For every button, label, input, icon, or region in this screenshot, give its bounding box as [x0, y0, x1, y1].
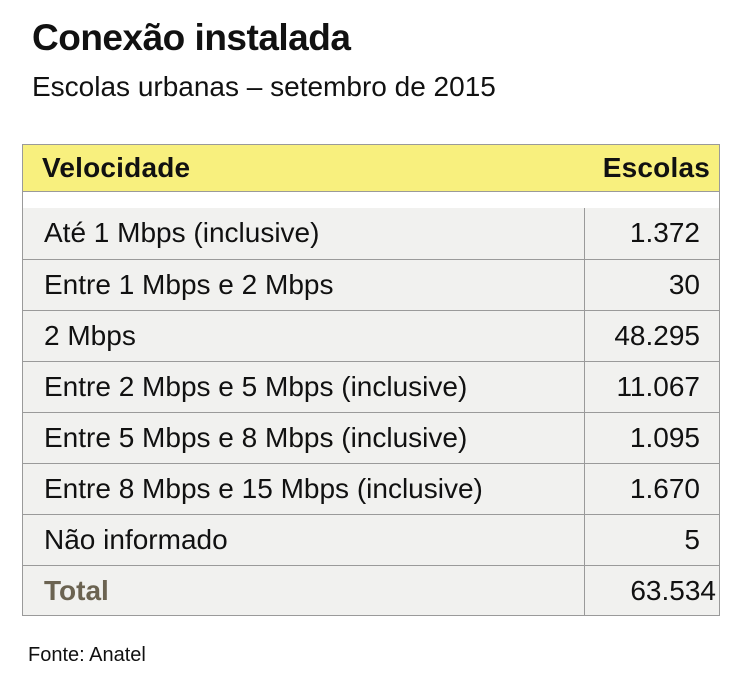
row-label: Até 1 Mbps (inclusive) — [44, 217, 320, 248]
table-row: Entre 2 Mbps e 5 Mbps (inclusive) 11.067 — [22, 361, 720, 412]
row-value: 5 — [684, 524, 700, 555]
row-label: 2 Mbps — [44, 320, 136, 351]
total-label: Total — [44, 575, 109, 606]
row-label: Entre 8 Mbps e 15 Mbps (inclusive) — [44, 473, 483, 504]
table-row-total: Total 63.534 — [22, 565, 720, 616]
row-value: 1.095 — [629, 422, 700, 453]
row-value: 11.067 — [616, 371, 700, 402]
table-header: Velocidade Escolas — [22, 144, 720, 192]
row-label: Entre 1 Mbps e 2 Mbps — [44, 269, 334, 300]
row-value: 48.295 — [614, 320, 700, 351]
speed-table: Velocidade Escolas Até 1 Mbps (inclusive… — [22, 144, 720, 616]
column-divider — [584, 208, 585, 616]
row-label: Entre 2 Mbps e 5 Mbps (inclusive) — [44, 371, 468, 402]
table-row: Entre 5 Mbps e 8 Mbps (inclusive) 1.095 — [22, 412, 720, 463]
table-body: Até 1 Mbps (inclusive) 1.372 Entre 1 Mbp… — [22, 208, 720, 616]
row-label: Não informado — [44, 524, 228, 555]
table-row: Entre 8 Mbps e 15 Mbps (inclusive) 1.670 — [22, 463, 720, 514]
header-escolas: Escolas — [602, 152, 710, 183]
table-row: Até 1 Mbps (inclusive) 1.372 — [22, 208, 720, 259]
header-velocidade: Velocidade — [42, 152, 191, 183]
table-row: Não informado 5 — [22, 514, 720, 565]
row-label: Entre 5 Mbps e 8 Mbps (inclusive) — [44, 422, 468, 453]
table-row: 2 Mbps 48.295 — [22, 310, 720, 361]
row-value: 30 — [668, 269, 700, 300]
total-value: 63.534 — [630, 575, 716, 606]
table-row: Entre 1 Mbps e 2 Mbps 30 — [22, 259, 720, 310]
chart-title: Conexão instalada — [32, 17, 351, 58]
row-value: 1.372 — [629, 217, 700, 248]
row-value: 1.670 — [629, 473, 700, 504]
header-gap — [22, 192, 720, 208]
chart-subtitle: Escolas urbanas – setembro de 2015 — [32, 71, 496, 102]
source-note: Fonte: Anatel — [28, 644, 146, 666]
